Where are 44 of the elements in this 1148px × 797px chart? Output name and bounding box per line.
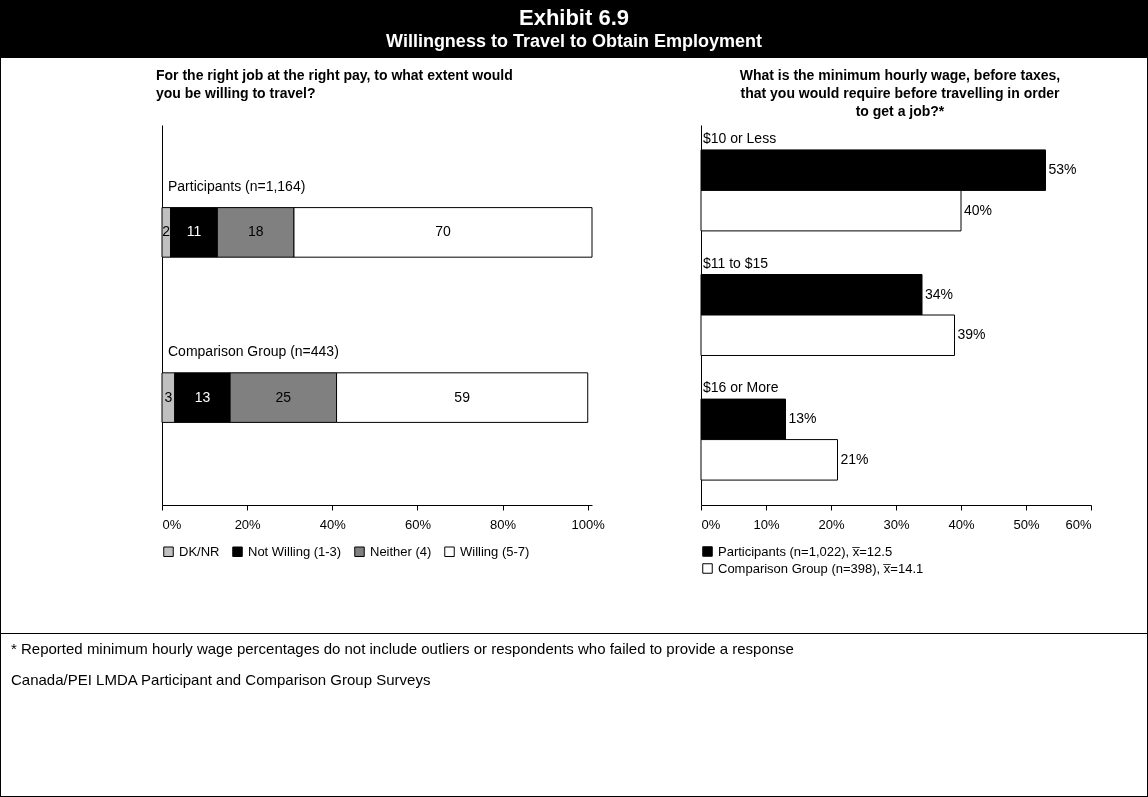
- data-label: 13%: [788, 410, 817, 427]
- y-tick-label: Comparison Group (n=443): [168, 342, 339, 359]
- data-label: 11: [186, 223, 202, 240]
- data-label: 2: [162, 223, 171, 240]
- y-tick-label: $10 or Less: [703, 129, 777, 146]
- x-tick-label: 60%: [1065, 516, 1092, 532]
- x-tick-label: 20%: [818, 516, 845, 532]
- x-tick-label: 100%: [571, 516, 606, 532]
- chart-title: What is the minimum hourly wage, before taxes, that you would require before travelling in order to get a job?*: [738, 66, 1062, 120]
- y-tick-label: Participants (n=1,164): [168, 177, 306, 194]
- text: Willingness to Travel to Obtain Employment: [385, 31, 763, 52]
- x-tick-label: 0%: [162, 516, 182, 532]
- data-label: 3: [164, 388, 173, 405]
- legend-label: Neither (4): [370, 543, 432, 559]
- x-tick-label: 40%: [319, 516, 347, 532]
- y-tick-label: $11 to $15: [703, 254, 769, 271]
- x-tick-label: 20%: [234, 516, 262, 532]
- data-label: 18: [247, 223, 264, 240]
- legend-label: Willing (5-7): [460, 543, 530, 559]
- legend-label: Comparison Group (n=398), x̅=14.1: [718, 560, 924, 576]
- x-tick-label: 60%: [404, 516, 432, 532]
- data-label: 13: [194, 388, 211, 405]
- x-tick-label: 30%: [883, 516, 910, 532]
- x-tick-label: 10%: [753, 516, 780, 532]
- legend-label: Participants (n=1,022), x̅=12.5: [718, 543, 893, 559]
- data-label: 59: [454, 388, 471, 405]
- x-tick-label: 40%: [948, 516, 975, 532]
- y-tick-label: $16 or More: [703, 379, 779, 396]
- text: Exhibit 6.9: [517, 5, 630, 31]
- x-tick-label: 0%: [701, 516, 721, 532]
- x-tick-label: 80%: [490, 516, 517, 532]
- data-label: 39%: [957, 326, 986, 343]
- chart-title: For the right job at the right pay, to what extent would you be willing to travel?: [156, 66, 514, 103]
- data-label: 21%: [840, 450, 869, 467]
- legend-label: Not Willing (1-3): [248, 543, 342, 559]
- data-label: 53%: [1048, 161, 1077, 178]
- data-label: 40%: [964, 201, 993, 218]
- data-label: 34%: [925, 285, 954, 302]
- data-label: 25: [275, 388, 292, 405]
- legend-label: DK/NR: [179, 543, 220, 559]
- x-tick-label: 50%: [1013, 516, 1040, 532]
- text: Canada/PEI LMDA Participant and Comparison Group Surveys: [11, 671, 432, 688]
- data-label: 70: [435, 223, 451, 240]
- text: * Reported minimum hourly wage percentages do not include outliers or respondents who failed to provide a response: [11, 640, 795, 657]
